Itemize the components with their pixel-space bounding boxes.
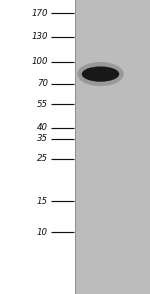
Text: 70: 70 bbox=[37, 79, 48, 88]
Ellipse shape bbox=[82, 66, 119, 82]
Text: 10: 10 bbox=[37, 228, 48, 237]
Ellipse shape bbox=[77, 62, 124, 86]
Text: 25: 25 bbox=[37, 154, 48, 163]
Text: 35: 35 bbox=[37, 134, 48, 143]
Text: 100: 100 bbox=[32, 57, 48, 66]
Text: 15: 15 bbox=[37, 197, 48, 206]
Text: 40: 40 bbox=[37, 123, 48, 132]
Text: 170: 170 bbox=[32, 9, 48, 18]
Text: 130: 130 bbox=[32, 32, 48, 41]
FancyBboxPatch shape bbox=[75, 0, 150, 294]
FancyBboxPatch shape bbox=[0, 0, 75, 294]
Text: 55: 55 bbox=[37, 100, 48, 109]
